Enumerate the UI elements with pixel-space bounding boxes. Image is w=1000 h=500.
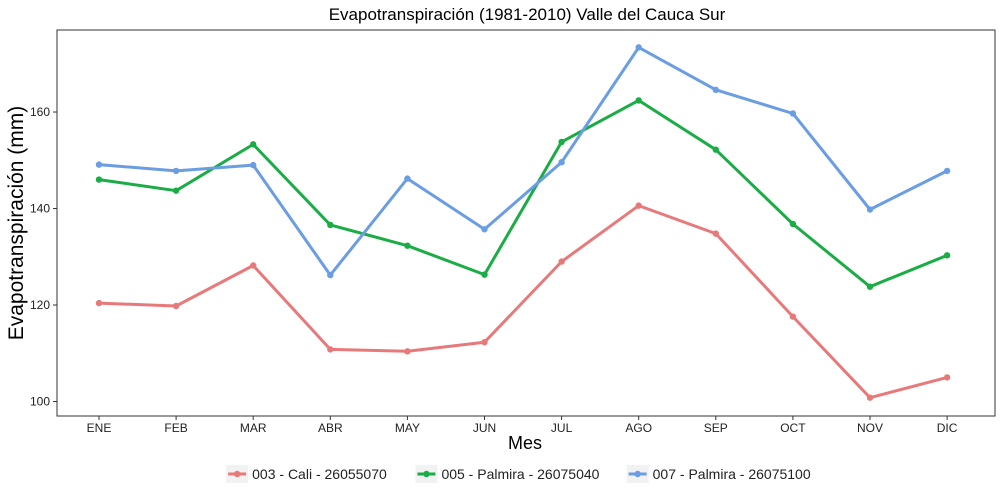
x-tick-label: MAR xyxy=(240,421,267,435)
series-line xyxy=(97,98,949,289)
series-3 xyxy=(95,44,951,279)
data-point xyxy=(789,220,797,228)
x-axis: ENE FEB MAR ABR MAY JUN JUL AGO SEP OCT NOV DIC xyxy=(87,416,958,435)
y-axis: 100 120 140 160 xyxy=(30,105,57,409)
legend-item: 005 - Palmira - 26075040 xyxy=(415,465,600,483)
data-point xyxy=(172,167,180,175)
legend-label: 005 - Palmira - 26075040 xyxy=(441,466,599,482)
x-tick-label: SEP xyxy=(704,421,728,435)
data-point xyxy=(250,161,257,169)
data-point xyxy=(943,374,951,381)
x-tick-label: OCT xyxy=(780,421,806,435)
legend-key-point xyxy=(634,470,641,478)
data-point xyxy=(712,230,719,237)
data-point xyxy=(95,161,103,168)
series-line xyxy=(97,204,949,400)
legend-item: 003 - Cali - 26055070 xyxy=(226,465,387,483)
x-tick-label: JUN xyxy=(473,421,496,435)
legend-item: 007 - Palmira - 26075100 xyxy=(626,465,811,483)
data-point xyxy=(789,110,797,117)
data-point xyxy=(866,206,874,213)
data-point xyxy=(866,394,874,401)
data-point xyxy=(943,167,951,175)
data-point xyxy=(404,242,411,249)
data-point xyxy=(558,138,565,146)
x-tick-label: DIC xyxy=(937,421,958,435)
y-tick-label: 140 xyxy=(30,202,50,216)
data-point xyxy=(95,176,103,183)
x-tick-label: FEB xyxy=(164,421,187,435)
data-point xyxy=(635,97,642,104)
x-tick-label: AGO xyxy=(625,421,652,435)
data-point xyxy=(404,348,411,355)
legend-key-point xyxy=(423,470,430,478)
data-point xyxy=(95,299,103,307)
x-tick-label: NOV xyxy=(857,421,883,435)
data-point xyxy=(943,252,951,259)
series-2 xyxy=(95,97,951,290)
data-point xyxy=(712,86,719,94)
data-point xyxy=(250,262,257,269)
y-tick-label: 120 xyxy=(30,298,50,312)
series-line xyxy=(97,45,949,277)
data-point xyxy=(327,271,334,279)
x-axis-label: Mes xyxy=(508,433,542,453)
x-tick-label: JUL xyxy=(551,421,573,435)
data-point xyxy=(481,338,488,346)
legend-label: 007 - Palmira - 26075100 xyxy=(653,466,811,482)
data-point xyxy=(327,346,334,353)
data-point xyxy=(558,258,565,265)
plot-panel xyxy=(56,29,996,417)
data-point xyxy=(172,187,180,194)
x-tick-label: ABR xyxy=(318,421,343,435)
y-tick-label: 100 xyxy=(30,395,50,409)
data-point xyxy=(250,141,257,148)
data-point xyxy=(789,313,797,320)
data-point xyxy=(327,221,334,229)
data-point xyxy=(866,283,874,290)
chart-title: Evapotranspiración (1981-2010) Valle del… xyxy=(329,5,726,24)
series-1 xyxy=(95,202,951,401)
data-point xyxy=(404,175,411,182)
y-axis-label: Evapotranspiración (mm) xyxy=(5,106,28,341)
legend-key-point xyxy=(233,470,241,478)
x-tick-label: ENE xyxy=(87,421,112,435)
series-layer xyxy=(95,44,951,401)
legend: 003 - Cali - 26055070 005 - Palmira - 260… xyxy=(226,465,811,483)
data-point xyxy=(635,44,642,51)
data-point xyxy=(712,146,719,153)
data-point xyxy=(481,226,488,233)
y-tick-label: 160 xyxy=(30,105,50,119)
data-point xyxy=(558,159,565,166)
legend-label: 003 - Cali - 26055070 xyxy=(252,466,387,482)
data-point xyxy=(172,302,180,310)
x-tick-label: MAY xyxy=(395,421,420,435)
data-point xyxy=(481,271,488,278)
data-point xyxy=(635,202,642,209)
